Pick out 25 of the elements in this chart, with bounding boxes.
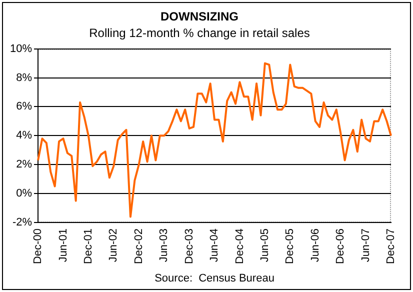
x-tick-label: Jun-07 (360, 228, 372, 262)
x-tick-label: Dec-05 (284, 228, 296, 264)
x-tick-label: Dec-02 (132, 228, 145, 264)
x-tick-label: Dec-06 (334, 228, 347, 264)
x-tick-label: Jun-04 (208, 228, 221, 262)
y-tick-label: 0% (16, 188, 32, 200)
x-tick-label: Jun-03 (158, 228, 170, 262)
source-note: Source: Census Bureau (154, 272, 274, 285)
y-tick-label: 8% (16, 72, 32, 84)
y-tick-label: 2% (16, 158, 32, 171)
x-tick-label: Jun-01 (57, 228, 70, 262)
x-tick-label: Jun-02 (108, 228, 120, 262)
x-tick-label: Dec-07 (385, 228, 398, 264)
y-tick-label: 10% (10, 42, 32, 55)
chart-subtitle: Rolling 12-month % change in retail sales (89, 26, 310, 40)
y-tick-label: 6% (16, 100, 32, 113)
y-tick-label: 4% (16, 130, 32, 142)
x-tick-label: Jun-06 (309, 228, 322, 262)
x-tick-label: Dec-01 (82, 228, 94, 264)
x-tick-label: Dec-03 (183, 228, 196, 264)
chart-title: DOWNSIZING (160, 10, 238, 24)
y-tick-label: -2% (12, 216, 32, 229)
x-tick-label: Dec-04 (234, 228, 246, 264)
x-tick-label: Dec-00 (32, 228, 44, 264)
x-tick-label: Jun-05 (258, 228, 271, 262)
